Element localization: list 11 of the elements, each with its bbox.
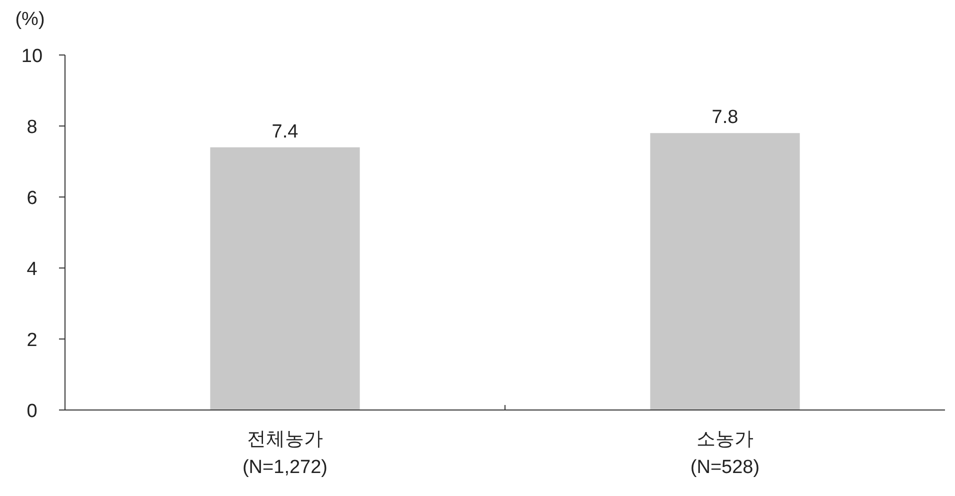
y-tick-label: 6 [26, 188, 38, 209]
y-tick-label: 10 [21, 46, 43, 67]
y-axis-title: (%) [15, 9, 45, 30]
x-tick-label: 전체농가 (N=1,272) [242, 429, 328, 478]
y-tick-label: 2 [26, 330, 38, 351]
x-tick-label: 소농가 (N=528) [690, 429, 760, 478]
y-tick-label: 4 [26, 259, 38, 280]
y-tick-label: 0 [26, 401, 38, 422]
y-tick-label: 8 [26, 117, 38, 138]
data-label: 7.4 [272, 121, 299, 142]
data-label: 7.8 [712, 107, 738, 128]
